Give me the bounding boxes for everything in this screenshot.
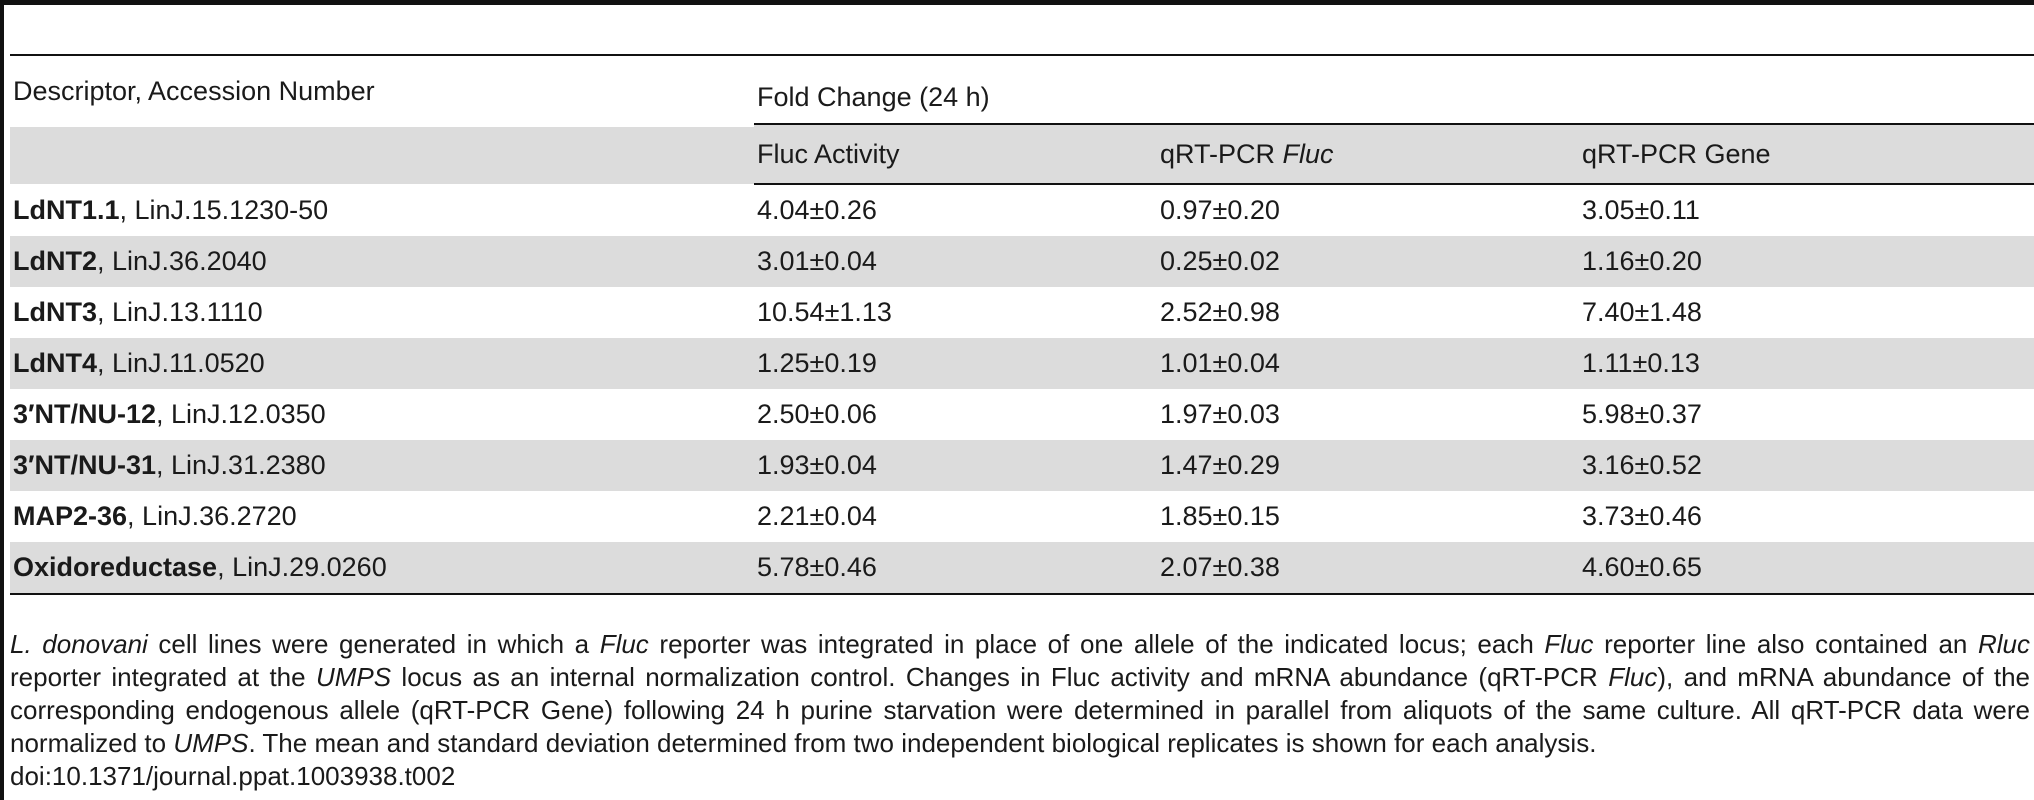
caption-text: cell lines were generated in which a	[147, 629, 600, 659]
doi-line[interactable]: doi:10.1371/journal.ppat.1003938.t002	[10, 761, 456, 791]
descriptor-header-label: Descriptor, Accession Number	[13, 76, 375, 106]
qrt-fluc-cell: 2.07±0.38	[1157, 542, 1579, 595]
qrt-fluc-cell: 2.52±0.98	[1160, 297, 1280, 327]
qrt-fluc-cell: 1.01±0.04	[1157, 338, 1579, 389]
caption-text: reporter was integrated in place of one …	[648, 629, 1545, 659]
caption-text: . The mean and standard deviation determ…	[248, 728, 1597, 758]
qrt-gene-cell: 5.98±0.37	[1582, 399, 1702, 429]
descriptor-column-header: Descriptor, Accession Number	[10, 54, 754, 184]
accession-number: , LinJ.31.2380	[156, 450, 326, 480]
qrt-fluc-prefix: qRT-PCR	[1160, 138, 1283, 169]
table-row: MAP2-36, LinJ.36.2720 2.21±0.04 1.85±0.1…	[10, 491, 2034, 542]
accession-number: , LinJ.15.1230-50	[119, 194, 329, 225]
caption-italic-term: Fluc	[1608, 662, 1658, 692]
descriptor-cell: Oxidoreductase, LinJ.29.0260	[10, 542, 754, 595]
descriptor-cell: 3′NT/NU-31, LinJ.31.2380	[10, 440, 754, 491]
fluc-activity-header: Fluc Activity	[754, 125, 1157, 185]
table-row: 3′NT/NU-12, LinJ.12.0350 2.50±0.06 1.97±…	[10, 389, 2034, 440]
gene-name: LdNT2	[13, 246, 97, 276]
fluc-activity-cell: 2.50±0.06	[757, 399, 877, 429]
header-row-group: Descriptor, Accession Number Fold Change…	[10, 54, 2034, 184]
accession-number: , LinJ.36.2720	[127, 501, 297, 531]
gene-name: 3′NT/NU-12	[13, 399, 157, 429]
caption-text: ), and mRNA abundance of the correspondi…	[10, 662, 2031, 758]
caption-italic-term: UMPS	[173, 728, 249, 758]
gene-name: 3′NT/NU-31	[13, 450, 157, 480]
table-row: 3′NT/NU-31, LinJ.31.2380 1.93±0.04 1.47±…	[10, 440, 2034, 491]
qrt-gene-cell: 1.16±0.20	[1579, 236, 2034, 287]
qrt-fluc-cell: 1.85±0.15	[1160, 501, 1280, 531]
qrt-gene-cell: 1.11±0.13	[1579, 338, 2034, 389]
fold-change-header-label: Fold Change (24 h)	[754, 82, 2034, 125]
fluc-activity-cell: 1.93±0.04	[754, 440, 1157, 491]
gene-name: LdNT4	[13, 348, 97, 378]
accession-number: , LinJ.13.1110	[97, 297, 263, 327]
accession-number: , LinJ.29.0260	[217, 552, 387, 582]
fluc-activity-cell: 4.04±0.26	[757, 195, 877, 225]
table-row: LdNT1.1, LinJ.15.1230-50 4.04±0.26 0.97±…	[10, 184, 2034, 236]
descriptor-cell: LdNT4, LinJ.11.0520	[10, 338, 754, 389]
fluc-activity-cell: 2.21±0.04	[757, 501, 877, 531]
caption-italic-term: Rluc	[1977, 629, 2030, 659]
caption-text: reporter integrated at the	[10, 662, 316, 692]
descriptor-cell: LdNT3, LinJ.13.1110	[10, 287, 754, 338]
qrt-fluc-cell: 0.97±0.20	[1160, 195, 1280, 225]
caption-italic-term: Fluc	[1544, 629, 1594, 659]
qrt-gene-cell: 4.60±0.65	[1579, 542, 2034, 595]
caption-italic-term: UMPS	[315, 662, 392, 692]
table-row: LdNT3, LinJ.13.1110 10.54±1.13 2.52±0.98…	[10, 287, 2034, 338]
table-row: LdNT4, LinJ.11.0520 1.25±0.19 1.01±0.04 …	[10, 338, 2034, 389]
fluc-activity-cell: 1.25±0.19	[754, 338, 1157, 389]
qrt-fluc-cell: 1.97±0.03	[1160, 399, 1280, 429]
gene-name: LdNT1.1	[13, 194, 120, 225]
caption-species: L. donovani	[10, 629, 148, 659]
descriptor-cell: LdNT1.1, LinJ.15.1230-50	[10, 184, 754, 236]
sub-header-row: Fluc Activity qRT-PCR Fluc qRT-PCR Gene	[10, 125, 2034, 185]
descriptor-cell: MAP2-36, LinJ.36.2720	[10, 491, 754, 542]
fluc-activity-cell: 5.78±0.46	[754, 542, 1157, 595]
qrt-pcr-gene-header: qRT-PCR Gene	[1579, 125, 2034, 185]
caption-text: reporter line also contained an	[1593, 629, 1978, 659]
table-row: LdNT2, LinJ.36.2040 3.01±0.04 0.25±0.02 …	[10, 236, 2034, 287]
fold-change-table: Descriptor, Accession Number Fold Change…	[10, 54, 2034, 595]
qrt-fluc-cell: 0.25±0.02	[1157, 236, 1579, 287]
accession-number: , LinJ.36.2040	[97, 246, 267, 276]
gene-name: MAP2-36	[13, 501, 128, 531]
left-border-rule	[0, 0, 4, 800]
caption-text: locus as an internal normalization contr…	[391, 662, 1609, 692]
accession-number: , LinJ.11.0520	[97, 348, 265, 378]
qrt-fluc-italic: Fluc	[1282, 138, 1334, 169]
table-caption: L. donovani cell lines were generated in…	[10, 628, 2030, 793]
caption-paragraph: L. donovani cell lines were generated in…	[10, 628, 2030, 760]
fluc-activity-cell: 10.54±1.13	[757, 297, 892, 327]
descriptor-cell: LdNT2, LinJ.36.2040	[10, 236, 754, 287]
caption-italic-term: Fluc	[599, 629, 649, 659]
gene-name: LdNT3	[13, 297, 97, 327]
gene-name: Oxidoreductase	[13, 552, 218, 582]
fluc-activity-cell: 3.01±0.04	[754, 236, 1157, 287]
qrt-fluc-cell: 1.47±0.29	[1157, 440, 1579, 491]
qrt-gene-cell: 7.40±1.48	[1582, 297, 1702, 327]
qrt-gene-cell: 3.05±0.11	[1582, 195, 1700, 225]
qrt-gene-cell: 3.16±0.52	[1579, 440, 2034, 491]
qrt-pcr-fluc-header: qRT-PCR Fluc	[1157, 125, 1579, 185]
table-row: Oxidoreductase, LinJ.29.0260 5.78±0.46 2…	[10, 542, 2034, 595]
top-border-rule	[0, 0, 2034, 5]
accession-number: , LinJ.12.0350	[156, 399, 326, 429]
descriptor-cell: 3′NT/NU-12, LinJ.12.0350	[10, 389, 754, 440]
fold-change-group-header: Fold Change (24 h)	[754, 54, 2034, 125]
qrt-gene-cell: 3.73±0.46	[1582, 501, 1702, 531]
